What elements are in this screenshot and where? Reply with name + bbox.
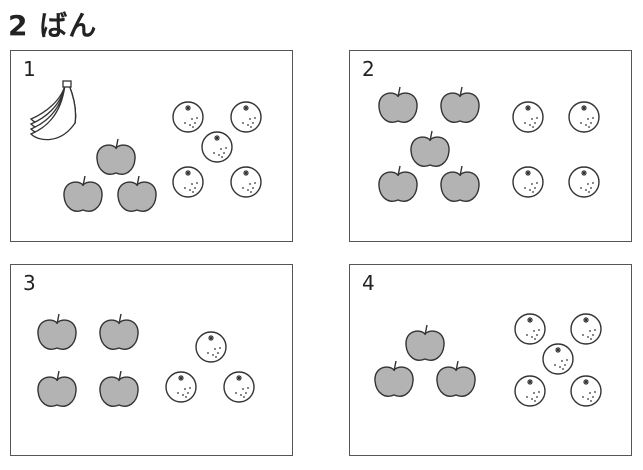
picture-panel-3[interactable]: 3	[10, 264, 293, 456]
orange-icon	[542, 343, 574, 375]
panel-2-drawing	[378, 86, 600, 202]
orange-icon	[201, 131, 233, 163]
orange-icon	[514, 313, 546, 345]
orange-icon	[512, 166, 544, 198]
apple-icon	[405, 324, 445, 361]
panel-1-drawing	[29, 80, 262, 212]
orange-icon	[568, 101, 600, 133]
apple-icon	[99, 370, 139, 407]
panel-number: 2	[362, 57, 375, 81]
apple-icon	[410, 130, 450, 167]
orange-icon	[570, 313, 602, 345]
panel-number: 1	[23, 57, 36, 81]
orange-icon	[570, 375, 602, 407]
apple-icon	[440, 86, 480, 123]
page-title: 2 ばん	[8, 9, 98, 42]
apple-icon	[378, 86, 418, 123]
banana-icon	[29, 80, 77, 141]
panel-4-drawing	[374, 313, 602, 407]
picture-panel-1[interactable]: 1	[10, 50, 293, 242]
orange-icon	[223, 371, 255, 403]
apple-icon	[374, 360, 414, 397]
picture-panel-4[interactable]: 4	[349, 264, 632, 456]
orange-icon	[172, 166, 204, 198]
apple-icon	[440, 165, 480, 202]
panel-number: 4	[362, 271, 375, 295]
panel-3-drawing	[37, 313, 255, 407]
apple-icon	[99, 313, 139, 350]
orange-icon	[195, 331, 227, 363]
orange-icon	[172, 101, 204, 133]
orange-icon	[230, 166, 262, 198]
apple-icon	[436, 360, 476, 397]
orange-icon	[165, 371, 197, 403]
apple-icon	[37, 313, 77, 350]
picture-panel-2[interactable]: 2	[349, 50, 632, 242]
apple-icon	[117, 175, 157, 212]
panel-number: 3	[23, 271, 36, 295]
apple-icon	[37, 370, 77, 407]
apple-icon	[63, 175, 103, 212]
orange-icon	[230, 101, 262, 133]
apple-icon	[378, 165, 418, 202]
orange-icon	[514, 375, 546, 407]
apple-icon	[96, 138, 136, 175]
orange-icon	[512, 101, 544, 133]
orange-icon	[568, 166, 600, 198]
